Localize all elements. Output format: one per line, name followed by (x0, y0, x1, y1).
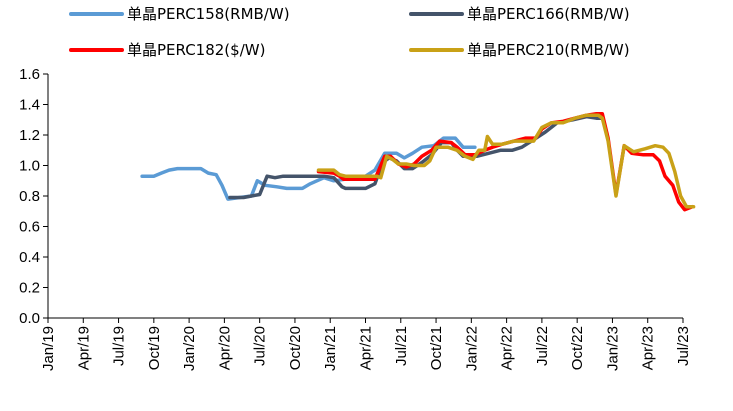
series-line-2 (228, 114, 605, 200)
legend-label-3: 单晶PERC182($/W) (127, 41, 265, 59)
chart-axes: 0.0 0.2 0.4 0.6 0.8 1.0 1.2 1.4 1.6 Jan/19 Apr/19 J… (19, 66, 692, 371)
x-tick-label: Jul/20 (252, 326, 269, 366)
x-tick-label: Apr/19 (75, 326, 92, 370)
y-tick-label: 1.2 (19, 127, 40, 144)
x-tick-label: Apr/20 (216, 326, 233, 370)
legend-label-4: 单晶PERC210(RMB/W) (467, 41, 630, 59)
x-tick-label: Jul/21 (393, 326, 410, 366)
x-tick-label: Jan/22 (463, 326, 480, 371)
y-tick-label: 1.0 (19, 158, 40, 175)
series-line-1 (140, 136, 477, 201)
y-tick-label: 0.0 (19, 310, 40, 327)
x-tick-label: Apr/23 (640, 326, 657, 370)
x-tick-label: Jan/19 (40, 326, 57, 371)
y-tick-label: 0.6 (19, 219, 40, 236)
x-tick-label: Jan/21 (322, 326, 339, 371)
x-tick-label: Oct/21 (428, 326, 445, 370)
x-tick-label: Jul/22 (534, 326, 551, 366)
x-tick-label: Oct/20 (287, 326, 304, 370)
x-tick-label: Jul/19 (111, 326, 128, 366)
y-tick-label: 0.8 (19, 188, 40, 205)
x-tick-label: Jan/20 (181, 326, 198, 371)
series-line-3 (316, 111, 695, 212)
legend: 单晶PERC158(RMB/W) 单晶PERC166(RMB/W) 单晶PERC18… (69, 5, 630, 59)
y-tick-label: 1.4 (19, 97, 40, 114)
series-line-4 (316, 113, 696, 209)
x-tick-label: Apr/22 (499, 326, 516, 370)
y-tick-label: 0.4 (19, 249, 40, 266)
x-tick-label: Jan/23 (604, 326, 621, 371)
chart-series (140, 111, 696, 212)
x-tick-label: Oct/19 (146, 326, 163, 370)
y-tick-label: 0.2 (19, 280, 40, 297)
x-tick-label: Oct/22 (569, 326, 586, 370)
x-tick-label: Jul/23 (675, 326, 692, 366)
y-tick-label: 1.6 (19, 66, 40, 83)
x-tick-label: Apr/21 (358, 326, 375, 370)
legend-label-2: 单晶PERC166(RMB/W) (467, 5, 630, 23)
legend-label-1: 单晶PERC158(RMB/W) (127, 5, 290, 23)
